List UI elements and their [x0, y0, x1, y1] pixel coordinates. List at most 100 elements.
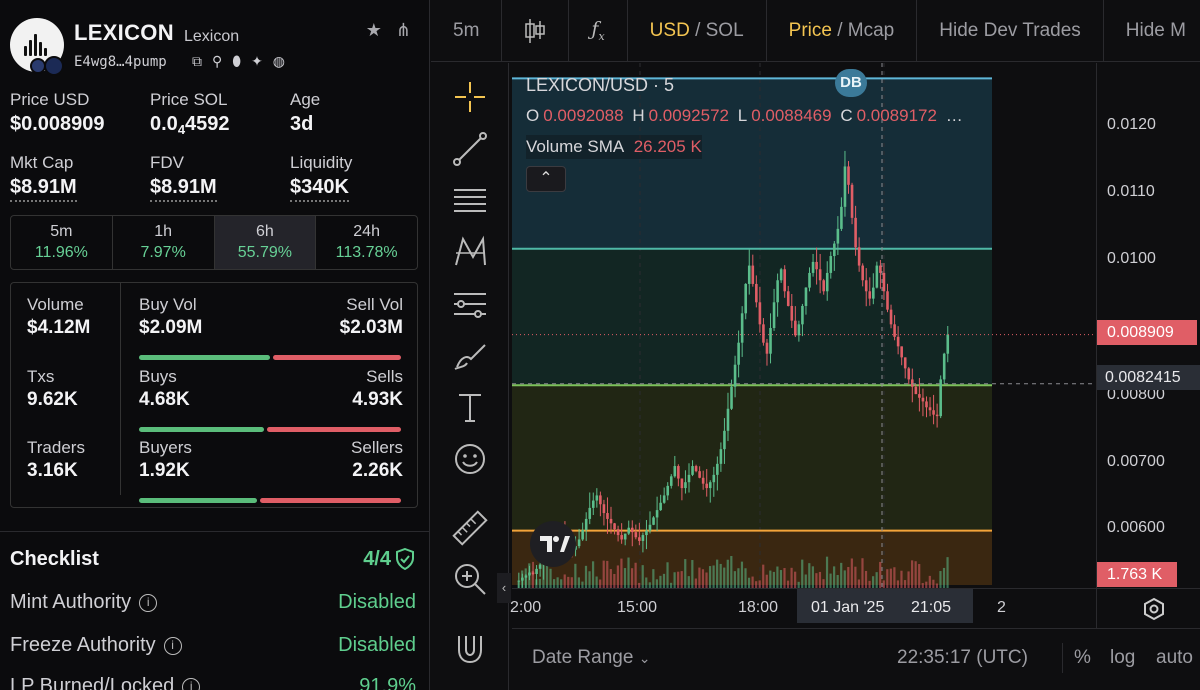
tab-1h[interactable]: 1h 7.97%	[113, 216, 215, 269]
volume-bar	[680, 571, 683, 588]
candle-body	[762, 324, 765, 343]
candle-body	[737, 342, 740, 365]
candle-body	[648, 524, 652, 531]
candle-body	[666, 485, 670, 496]
collapse-toolbar-chevron-icon[interactable]: ‹	[497, 573, 511, 603]
hide-dev-trades-button[interactable]: Hide Dev Trades	[917, 0, 1104, 62]
price-chart[interactable]: LEXICON/USD · 5 DB O 0.0092088 H 0.0092572…	[512, 63, 1096, 588]
volume-bar	[786, 580, 790, 588]
magnet-icon[interactable]	[451, 630, 489, 668]
volume-bar	[740, 561, 744, 588]
volume-bar	[645, 577, 648, 588]
volume-bar	[708, 566, 712, 588]
checklist-item-status: Disabled	[338, 591, 416, 613]
checklist-item-lp: LP Burned/Locked i 91.9%	[10, 675, 418, 690]
candle-body	[847, 166, 850, 185]
time-axis[interactable]: 2:00 15:00 18:00 01 Jan '25 21:05 2	[510, 588, 1200, 629]
x-tick: 15:00	[617, 599, 658, 616]
fib-retracement-icon[interactable]	[451, 285, 489, 323]
date-range-button[interactable]: Date Range ⌄	[532, 647, 650, 669]
candlestick-icon	[525, 18, 546, 43]
buy-vol-bar	[139, 355, 270, 360]
volume-bar	[744, 568, 747, 588]
candle-body	[680, 478, 684, 489]
search-contract-icon[interactable]: ⚲	[212, 53, 223, 69]
trend-line-icon[interactable]	[451, 130, 489, 168]
candle-body	[606, 513, 609, 519]
candle-body	[825, 272, 829, 292]
zone-band	[512, 78, 992, 249]
metric-value[interactable]: $340K	[290, 176, 349, 202]
volume-bar	[638, 582, 641, 588]
volume-bar	[574, 563, 577, 588]
tab-5m[interactable]: 5m 11.96%	[11, 216, 113, 269]
metric-value[interactable]: $8.91M	[10, 176, 77, 202]
price-mcap-toggle[interactable]: Price / Mcap	[767, 0, 918, 62]
zoom-in-icon[interactable]	[451, 560, 489, 598]
chevron-down-icon: ⌄	[638, 650, 651, 666]
hide-more-button[interactable]: Hide M	[1125, 19, 1186, 41]
txs-label: Txs	[27, 367, 55, 386]
chart-canvas[interactable]	[512, 63, 1096, 588]
emoji-icon[interactable]	[451, 440, 489, 478]
twitter-icon[interactable]: ✦	[251, 53, 263, 69]
tab-label: 1h	[154, 223, 173, 240]
info-icon[interactable]: i	[139, 594, 158, 612]
text-tool-icon[interactable]	[451, 389, 489, 427]
candle-body	[662, 495, 666, 503]
price-axis[interactable]: 0.0120 0.0110 0.0100 0.00800 0.00700 0.0…	[1096, 63, 1200, 588]
token-info-panel: LEXICON Lexicon E4wg8…4pump ⧉ ⚲ ⬮ ✦ ◍ ★ …	[0, 0, 430, 690]
indicators-button[interactable]: ƒx	[569, 0, 628, 62]
price-active: Price	[788, 19, 832, 41]
sellers-value: 2.26K	[352, 460, 403, 481]
db-badge[interactable]: DB	[835, 69, 867, 97]
info-icon[interactable]: i	[182, 678, 201, 690]
info-icon[interactable]: i	[163, 637, 182, 655]
tab-6h[interactable]: 6h 55.79%	[214, 216, 317, 269]
volume-bar	[822, 579, 825, 588]
crosshair-date: 01 Jan '25	[811, 599, 885, 616]
crosshair-icon[interactable]	[451, 78, 489, 116]
globe-icon[interactable]: ◍	[272, 53, 286, 69]
token-address[interactable]: E4wg8…4pump	[74, 54, 167, 70]
interval-button[interactable]: 5m	[431, 0, 503, 62]
ruler-icon[interactable]	[451, 509, 489, 547]
horizontal-lines-icon[interactable]	[451, 182, 489, 220]
stats-row-traders: Traders 3.16K Buyers 1.92K Sellers 2.26K	[11, 438, 419, 503]
log-scale-button[interactable]: log	[1110, 647, 1136, 668]
volume-bar	[666, 562, 669, 588]
star-icon[interactable]: ★	[365, 20, 382, 40]
pill-icon[interactable]: ⬮	[232, 53, 242, 69]
volume-bar	[577, 577, 581, 588]
candle-body	[581, 529, 584, 540]
date-range-label: Date Range	[532, 647, 634, 668]
volume-sma-legend: Volume SMA 26.205 K	[526, 135, 702, 159]
high-value: 0.0092572	[648, 106, 729, 125]
checklist-item-freeze: Freeze Authority i Disabled	[10, 634, 418, 657]
currency-toggle[interactable]: USD / SOL	[628, 0, 767, 62]
settings-icon[interactable]	[1142, 597, 1166, 621]
percent-scale-button[interactable]: %	[1074, 647, 1091, 668]
high-label: H	[632, 106, 645, 125]
candle-body	[588, 507, 592, 519]
metric-value[interactable]: $8.91M	[150, 176, 217, 202]
volume-bar	[606, 560, 609, 588]
ohlc-legend: O 0.0092088 H 0.0092572 L 0.0088469 C 0.0089…	[526, 106, 967, 126]
volume-bar	[857, 579, 861, 588]
copy-icon[interactable]: ⧉	[192, 53, 202, 69]
auto-scale-button[interactable]: auto	[1156, 647, 1193, 668]
collapse-legend-chevron-up-icon[interactable]: ⌃	[526, 166, 566, 192]
pattern-icon[interactable]	[451, 233, 489, 271]
utc-clock[interactable]: 22:35:17 (UTC)	[897, 647, 1028, 668]
volume-bar	[517, 580, 520, 588]
checklist-item-status: 91.9%	[359, 675, 416, 690]
currency-other: / SOL	[695, 19, 744, 41]
share-icon[interactable]: ⋔	[395, 20, 411, 40]
brush-icon[interactable]	[451, 337, 489, 375]
volume-bar	[808, 563, 811, 588]
tradingview-logo-icon[interactable]	[530, 521, 576, 567]
candle-style-button[interactable]	[502, 0, 570, 62]
candle-body	[808, 272, 811, 288]
tab-24h[interactable]: 24h 113.78%	[316, 216, 417, 269]
candle-body	[801, 305, 804, 325]
